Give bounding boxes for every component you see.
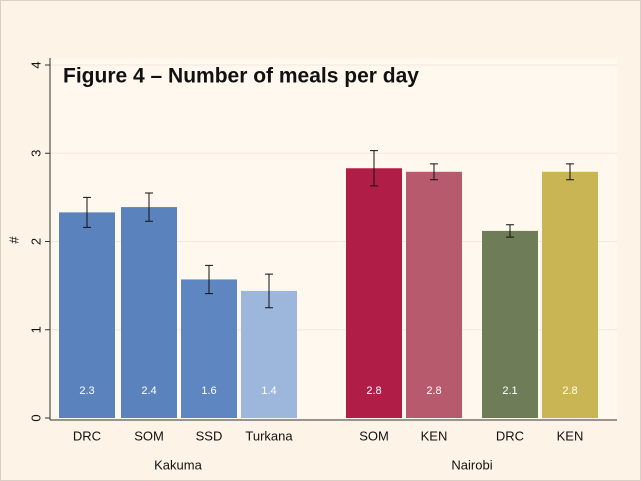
y-axis-label: #	[6, 236, 21, 244]
x-tick-label: SOM	[359, 428, 389, 443]
error-bar	[265, 273, 273, 309]
error-bar	[370, 150, 378, 187]
bar	[346, 168, 402, 418]
value-label: 2.3	[79, 385, 94, 397]
x-tick-label: KEN	[421, 428, 448, 443]
error-bar	[430, 163, 438, 181]
x-tick-label: Turkana	[245, 428, 293, 443]
y-tick-label: 4	[28, 61, 43, 68]
group-label: Kakuma	[154, 457, 202, 472]
value-label: 2.8	[562, 385, 577, 397]
value-label: 1.6	[201, 385, 216, 397]
x-tick-label: SSD	[196, 428, 223, 443]
group-label: Nairobi	[451, 457, 492, 472]
y-tick-label: 2	[28, 238, 43, 245]
y-tick-label: 3	[28, 150, 43, 157]
y-tick-label: 0	[28, 414, 43, 421]
value-label: 2.8	[366, 385, 381, 397]
bar	[121, 207, 177, 418]
error-bar	[566, 163, 574, 181]
bar	[542, 171, 598, 418]
value-label: 1.4	[261, 385, 276, 397]
y-tick-label: 1	[28, 326, 43, 333]
x-tick-label: KEN	[557, 428, 584, 443]
bar	[181, 279, 237, 418]
value-label: 2.1	[502, 385, 517, 397]
value-label: 2.8	[426, 385, 441, 397]
error-bar	[83, 196, 91, 228]
bar	[241, 290, 297, 418]
x-tick-label: DRC	[496, 428, 524, 443]
chart-title: Figure 4 – Number of meals per day	[63, 65, 419, 88]
bar	[59, 212, 115, 418]
bar	[406, 171, 462, 418]
error-bar	[506, 224, 514, 238]
x-tick-label: DRC	[73, 428, 101, 443]
error-bar	[205, 264, 213, 295]
x-tick-label: SOM	[134, 428, 164, 443]
bar	[482, 230, 538, 418]
value-label: 2.4	[141, 385, 156, 397]
error-bar	[145, 192, 153, 222]
